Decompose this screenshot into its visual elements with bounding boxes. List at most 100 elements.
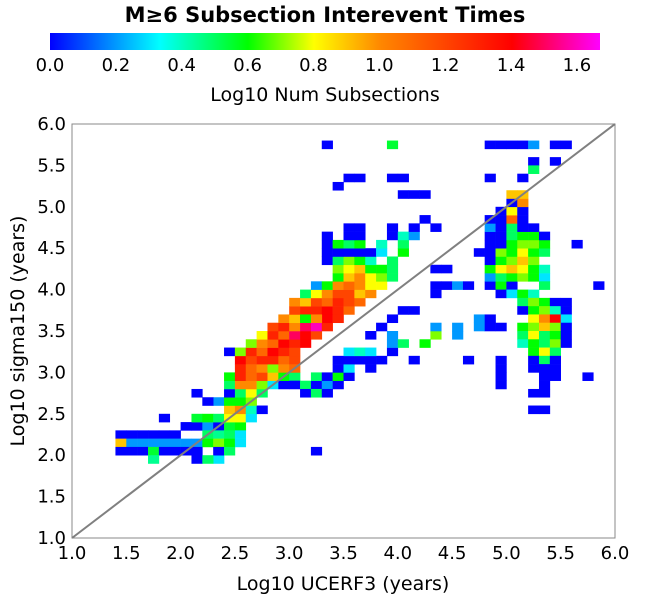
heatmap-cell	[549, 355, 561, 365]
heatmap-cell	[256, 380, 268, 390]
heatmap-cell	[354, 355, 366, 365]
heatmap-cell	[397, 306, 409, 315]
heatmap-cell	[354, 289, 366, 299]
heatmap-cell	[343, 239, 355, 249]
heatmap-cell	[343, 223, 355, 232]
heatmap-cell	[517, 297, 529, 307]
heatmap-cell	[310, 380, 323, 390]
heatmap-cell	[506, 239, 518, 249]
heatmap-cell	[256, 347, 268, 357]
heatmap-cell	[484, 281, 496, 290]
x-tick-label: 4.0	[383, 543, 412, 564]
heatmap-cell	[332, 314, 344, 324]
heatmap-cell	[267, 322, 279, 332]
heatmap-cell	[365, 273, 377, 282]
heatmap-cell	[495, 364, 507, 373]
heatmap-cell	[289, 372, 301, 381]
colorbar-tick-label: 0.0	[36, 55, 65, 76]
heatmap-cell	[538, 347, 551, 357]
colorbar-tick-label: 0.2	[102, 55, 131, 76]
heatmap-cell	[300, 314, 312, 324]
heatmap-cell	[332, 355, 344, 365]
heatmap-cell	[517, 256, 529, 266]
heatmap-cell	[365, 347, 377, 357]
heatmap-cell	[397, 190, 409, 199]
heatmap-cell	[386, 231, 399, 241]
heatmap-cell	[386, 223, 399, 232]
heatmap-cell	[538, 331, 551, 340]
heatmap-cell	[213, 397, 225, 406]
heatmap-cell	[376, 322, 388, 332]
heatmap-cell	[267, 355, 279, 365]
heatmap-cell	[386, 140, 399, 150]
heatmap-cell	[549, 339, 561, 348]
heatmap-cell	[213, 455, 225, 464]
x-axis-ticks: 1.0 1.5 2.0 2.5 3.0 3.5 4.0 4.5 5.0 5.5 6.0	[58, 543, 630, 564]
heatmap-cell	[224, 388, 236, 398]
heatmap-cell	[256, 372, 268, 381]
heatmap-cell	[321, 248, 333, 257]
heatmap-cell	[289, 347, 301, 357]
heatmap-cell	[310, 314, 323, 324]
heatmap-cell	[397, 239, 409, 249]
heatmap-cell	[213, 413, 225, 423]
heatmap-cell	[321, 388, 333, 398]
heatmap-cell	[278, 322, 290, 332]
heatmap-cell	[310, 306, 323, 315]
heatmap-cell	[386, 339, 399, 348]
heatmap-cell	[452, 322, 464, 332]
heatmap-cell	[332, 372, 344, 381]
heatmap-cell	[148, 438, 160, 448]
heatmap-cell	[495, 231, 507, 241]
heatmap-cell	[310, 289, 323, 299]
heatmap-cell	[234, 364, 247, 373]
heatmap-cell	[332, 181, 344, 191]
heatmap-cell	[430, 331, 442, 340]
heatmap-cell	[386, 347, 399, 357]
heatmap-cell	[484, 256, 496, 266]
heatmap-cell	[495, 289, 507, 299]
heatmap-cell	[267, 372, 279, 381]
heatmap-cell	[126, 446, 138, 456]
heatmap-cell	[321, 297, 333, 307]
heatmap-cell	[310, 331, 323, 340]
heatmap-cell	[321, 231, 333, 241]
heatmap-cell	[560, 339, 572, 348]
heatmap-cell	[528, 314, 540, 324]
heatmap-cell	[484, 264, 496, 274]
heatmap-cell	[321, 314, 333, 324]
heatmap-cell	[278, 364, 290, 373]
heatmap-cell	[549, 140, 561, 150]
y-tick-label: 1.0	[37, 528, 66, 549]
heatmap-cell	[528, 405, 540, 415]
colorbar-tick-label: 0.4	[167, 55, 196, 76]
heatmap-cell	[517, 248, 529, 257]
heatmap-cell	[137, 430, 149, 439]
heatmap-cell	[300, 289, 312, 299]
heatmap-cell	[321, 306, 333, 315]
heatmap-cell	[343, 306, 355, 315]
y-axis-label: Log10 sigma150 (years)	[7, 216, 29, 447]
heatmap-cell	[538, 322, 551, 332]
heatmap-cell	[343, 289, 355, 299]
heatmap-cell	[354, 264, 366, 274]
heatmap-cell	[245, 405, 257, 415]
heatmap-cell	[495, 239, 507, 249]
heatmap-cell	[484, 231, 496, 241]
heatmap-cell	[191, 446, 203, 456]
heatmap-cell	[213, 446, 225, 456]
heatmap-cell	[506, 273, 518, 282]
heatmap-cell	[234, 397, 247, 406]
heatmap-cell	[593, 281, 605, 290]
heatmap-cell	[538, 306, 551, 315]
heatmap-cell	[528, 165, 540, 174]
heatmap-cell	[343, 364, 355, 373]
heatmap-cell	[495, 223, 507, 232]
heatmap-cell	[300, 339, 312, 348]
heatmap-cell	[343, 264, 355, 274]
heatmap-cell	[506, 223, 518, 232]
heatmap-cell	[365, 264, 377, 274]
heatmap-cell	[234, 380, 247, 390]
heatmap-cell	[506, 281, 518, 290]
heatmap-cell	[289, 331, 301, 340]
